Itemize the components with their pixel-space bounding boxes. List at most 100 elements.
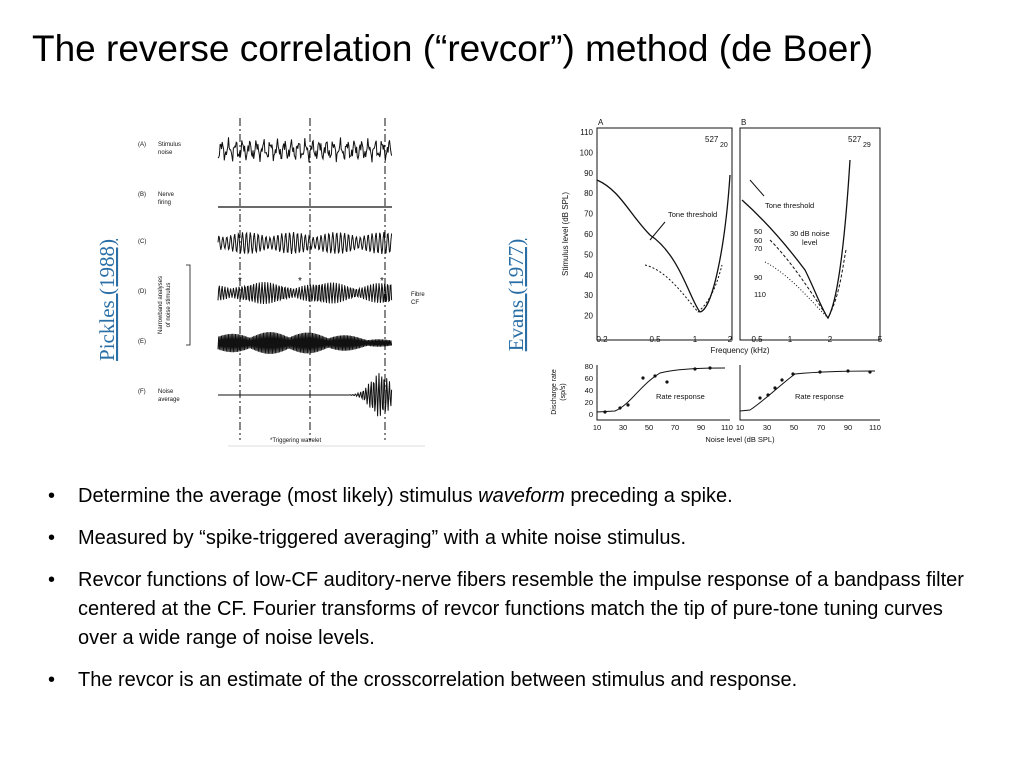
slide-title: The reverse correlation (“revcor”) metho… xyxy=(32,28,874,69)
figure-label: Frequency (kHz) xyxy=(710,346,769,355)
rate-curve xyxy=(739,370,876,412)
figure-label: (C) xyxy=(138,239,146,245)
figure-label: 50 xyxy=(645,423,653,432)
figure-label: 50 xyxy=(584,250,593,259)
asterisk: * xyxy=(238,276,242,287)
figure-label: (F) xyxy=(138,389,146,395)
bullet-text: Determine the average (most likely) stim… xyxy=(78,485,479,507)
dot xyxy=(766,393,770,397)
figure-label: 0.2 xyxy=(596,335,608,344)
figure-label: 70 xyxy=(584,210,593,219)
dot xyxy=(641,376,645,380)
figure-label: Stimulus level (dB SPL) xyxy=(561,192,570,276)
figure-label: Noise xyxy=(158,389,174,395)
figure-label: A xyxy=(598,118,604,127)
figure-label: Rate response xyxy=(795,392,844,401)
right-figure xyxy=(596,127,881,421)
figure-label: 80 xyxy=(585,362,593,371)
figure-label: Tone threshold xyxy=(668,210,717,219)
figure-label: 110 xyxy=(580,128,593,137)
figure-label: 90 xyxy=(754,273,762,282)
bullet-list: Determine the average (most likely) stim… xyxy=(44,482,984,708)
figure-label: 29 xyxy=(863,142,871,149)
figure-label: 0.5 xyxy=(649,335,661,344)
bullet-emphasis: waveform xyxy=(478,485,565,507)
figure-label: 110 xyxy=(754,290,766,299)
tuning-curve xyxy=(741,159,851,320)
figure-label: 110 xyxy=(869,423,881,432)
figure-label: (D) xyxy=(138,289,146,295)
dot xyxy=(780,378,784,382)
figure-label: 90 xyxy=(697,423,705,432)
waveform xyxy=(217,231,393,255)
bullet: Determine the average (most likely) stim… xyxy=(44,482,984,511)
figure-label: of noise stimulus xyxy=(166,283,172,328)
tuning-curve xyxy=(596,174,731,313)
figure-label: B xyxy=(741,118,746,127)
figure-label: 30 xyxy=(763,423,771,432)
figure-label: 20 xyxy=(720,142,728,149)
figure-label: 70 xyxy=(817,423,825,432)
asterisk: * xyxy=(380,276,384,287)
figure-label: 5 xyxy=(878,335,883,344)
panel-frame xyxy=(596,127,733,341)
dot xyxy=(708,366,712,370)
figure-label: Discharge rate xyxy=(551,369,558,415)
waveform xyxy=(217,332,393,354)
figure-label: 90 xyxy=(844,423,852,432)
figure-label: average xyxy=(158,397,180,403)
waveform xyxy=(217,281,393,305)
dot xyxy=(758,396,762,400)
figure-label: 10 xyxy=(736,423,744,432)
axis xyxy=(739,365,880,421)
figure-label: 60 xyxy=(585,374,593,383)
figure-label: (B) xyxy=(138,192,146,198)
figure-label: 20 xyxy=(584,312,593,321)
figure-label: Rate response xyxy=(656,392,705,401)
dot xyxy=(773,386,777,390)
figure-label: 70 xyxy=(671,423,679,432)
figure-label: 527 xyxy=(705,135,719,144)
citation: Evans (1977) xyxy=(504,239,528,352)
figures: Pickles (1988) Evans (1977) * * * (A) Stimul… xyxy=(95,118,883,447)
noise-curve xyxy=(644,264,723,313)
asterisk: * xyxy=(298,276,302,287)
pointer xyxy=(649,221,666,241)
dot xyxy=(603,410,607,414)
dot xyxy=(818,370,822,374)
figure-label: 90 xyxy=(584,169,593,178)
figure-label: 30 xyxy=(584,291,593,300)
figure-label: 20 xyxy=(585,398,593,407)
figure-label: Stimulus xyxy=(158,142,181,148)
bullet: Measured by “spike-triggered averaging” … xyxy=(44,524,984,553)
figure-label: 2 xyxy=(828,335,833,344)
dot xyxy=(693,367,697,371)
figure-label: Noise level (dB SPL) xyxy=(705,435,775,444)
noise-curve xyxy=(764,261,829,319)
figure-label: 0.5 xyxy=(751,335,763,344)
bullet: The revcor is an estimate of the crossco… xyxy=(44,666,984,695)
figure-label: Tone threshold xyxy=(765,201,814,210)
citation: Pickles (1988) xyxy=(95,239,119,361)
figure-label: 100 xyxy=(580,148,594,157)
figure-label: (E) xyxy=(138,339,146,345)
dot xyxy=(868,370,872,374)
figure-label: 70 xyxy=(754,244,762,253)
figure-label: 30 xyxy=(619,423,627,432)
dot xyxy=(618,406,622,410)
figure-label: 2 xyxy=(728,335,733,344)
figure-label: 50 xyxy=(790,423,798,432)
figure-label: 0 xyxy=(589,410,593,419)
dot xyxy=(626,403,630,407)
pointer xyxy=(749,179,765,197)
figure-label: 1 xyxy=(788,335,793,344)
figure-label: 30 dB noise xyxy=(790,229,830,238)
axis xyxy=(596,365,730,421)
dot xyxy=(653,374,657,378)
figure-label: 40 xyxy=(584,271,593,280)
bullet-text: preceding a spike. xyxy=(564,485,733,507)
bullet: Revcor functions of low-CF auditory-nerv… xyxy=(44,566,984,653)
noise-curve xyxy=(769,239,847,319)
figure-label: 10 xyxy=(593,423,601,432)
